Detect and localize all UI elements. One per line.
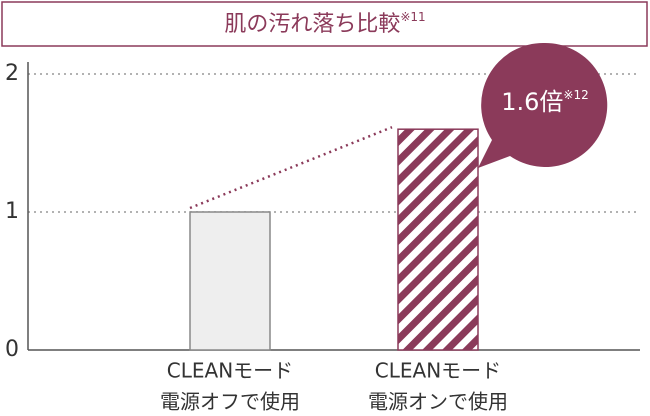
chart-title: 肌の汚れ落ち比較※11 [224,10,425,38]
x-tick-label: CLEANモード [375,359,501,383]
x-tick-label: 電源オフで使用 [160,390,300,414]
x-tick-label: 電源オンで使用 [368,390,508,414]
bar [397,128,479,351]
title-text: 肌の汚れ落ち比較 [224,12,400,37]
callout-note: ※12 [563,88,588,102]
callout-text: 1.6倍※12 [501,88,589,117]
callout-bubble [478,42,608,169]
y-tick-label: 0 [5,337,19,362]
title-note: ※11 [400,10,425,24]
bar [189,211,271,351]
trend-line [189,126,393,210]
callout-value: 1.6倍 [501,88,563,116]
title-box [1,1,648,47]
y-tick-label: 1 [5,199,19,224]
x-tick-label: CLEANモード [167,359,293,383]
y-tick-label: 2 [5,61,19,86]
